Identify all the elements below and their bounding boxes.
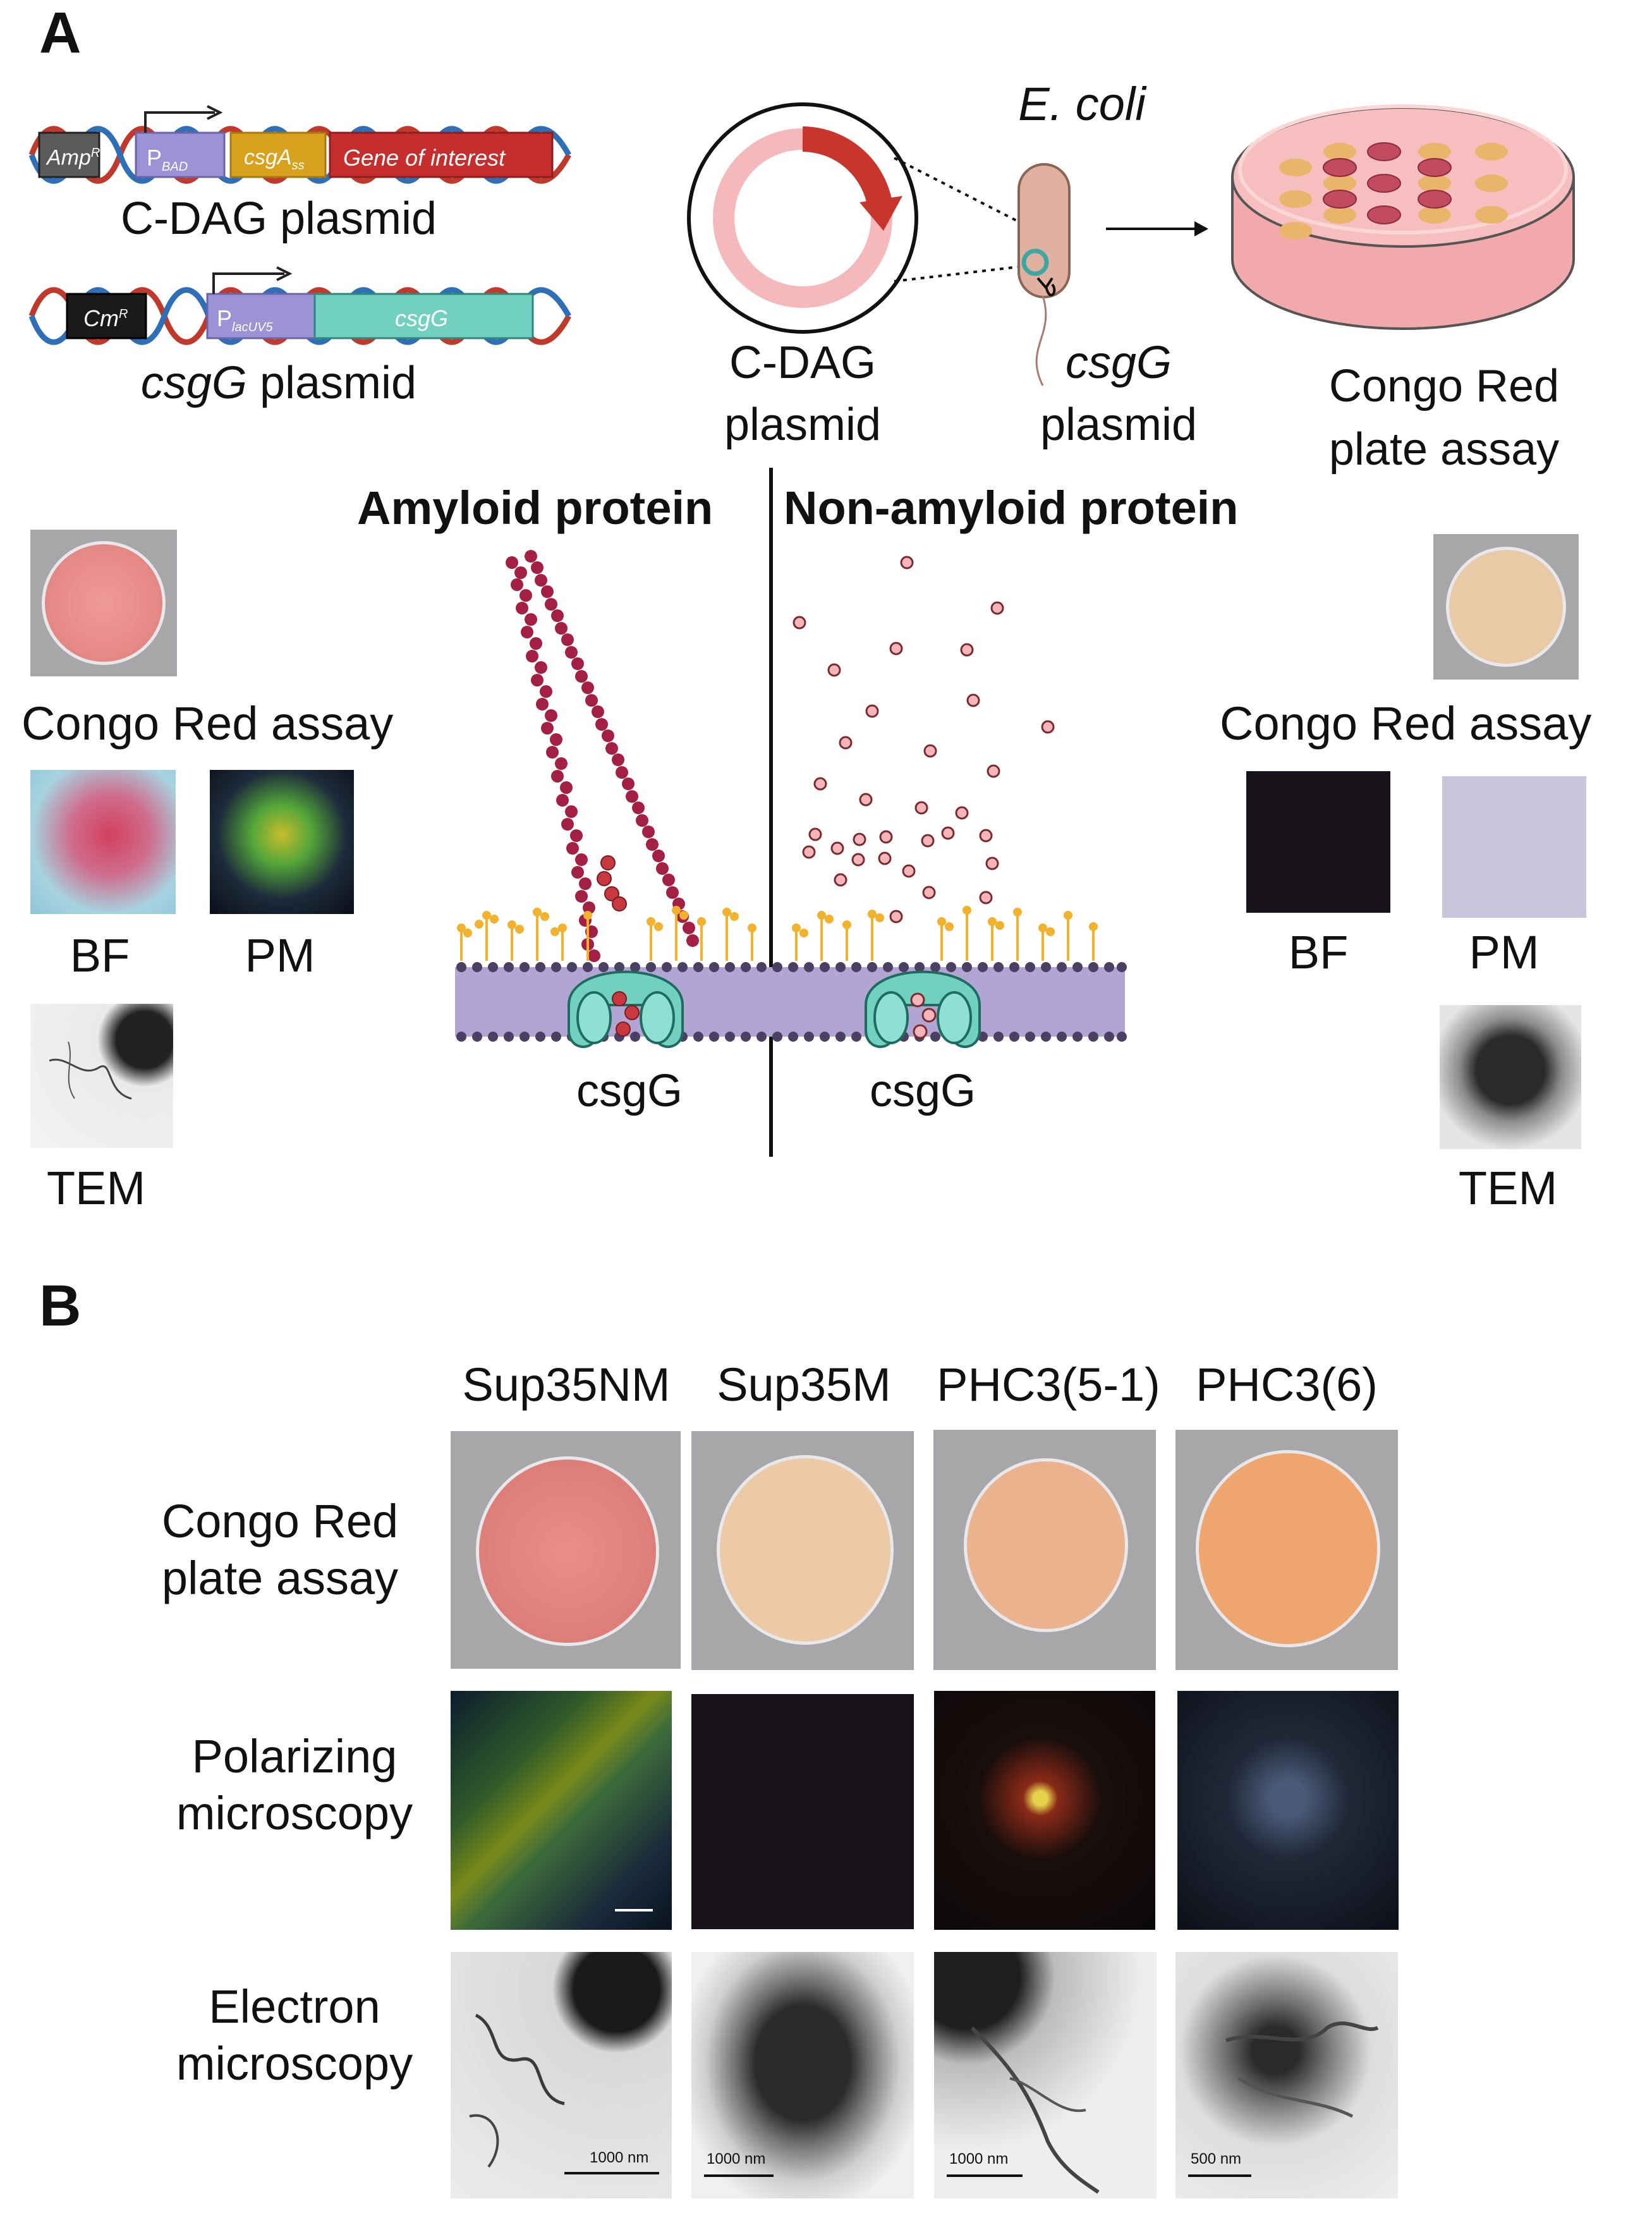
plasmid-arrow-icon	[802, 126, 893, 210]
em-scale-phc3-5-1: 1000 nm	[949, 2150, 1009, 2167]
amp-label: AmpR	[47, 145, 100, 170]
left-pm-image	[210, 770, 354, 914]
left-bf-label: BF	[70, 929, 130, 982]
amyloid-title: Amyloid protein	[357, 482, 714, 534]
col-header-sup35nm: Sup35NM	[462, 1358, 671, 1411]
em-scale-sup35nm: 1000 nm	[590, 2149, 649, 2166]
csga-signal-box	[229, 131, 327, 178]
placuv5-label: PlacUV5	[217, 305, 273, 335]
em-sup35nm-image: 1000 nm	[451, 1952, 672, 2198]
circle-label-line1: C-DAG	[729, 338, 876, 388]
left-congo-red-image	[30, 530, 177, 676]
panel-b-letter: B	[39, 1274, 82, 1338]
pbad-label: PBAD	[147, 145, 188, 174]
right-bf-image	[1246, 771, 1390, 913]
cr-plate-phc3-5-1-image	[933, 1430, 1156, 1670]
right-tem-image	[1440, 1005, 1581, 1149]
cdag-plasmid-label: C-DAG plasmid	[120, 193, 437, 244]
dish-label-line1: Congo Red	[1328, 361, 1560, 412]
em-scale-phc3-6: 500 nm	[1191, 2150, 1242, 2167]
cell-label-line2: plasmid	[1040, 399, 1198, 450]
dish-label-line2: plate assay	[1328, 424, 1560, 475]
amyloid-fibers	[506, 550, 699, 962]
right-tem-label: TEM	[1458, 1162, 1558, 1214]
csgg-plasmid-label: csgG plasmid	[140, 358, 417, 408]
row-label-pm-line1: Polarizing	[191, 1730, 398, 1783]
col-header-sup35m: Sup35M	[717, 1358, 891, 1411]
cr-plate-phc3-6-image	[1175, 1430, 1398, 1670]
row-label-congo-line2: plate assay	[161, 1552, 399, 1604]
pbad-promoter-box	[135, 131, 226, 178]
soluble-particles	[793, 556, 1055, 924]
left-tem-label: TEM	[46, 1162, 146, 1214]
ecoli-cell-icon	[1017, 163, 1071, 298]
cell-and-dish-diagram	[687, 102, 1575, 386]
pbad-arrow-icon	[144, 111, 215, 133]
col-header-phc3-5-1: PHC3(5-1)	[937, 1358, 1160, 1411]
circle-label-line2: plasmid	[724, 399, 882, 450]
row-label-em-line1: Electron	[209, 1980, 380, 2033]
row-label-pm-line2: microscopy	[176, 1787, 413, 1839]
col-header-phc3-6: PHC3(6)	[1196, 1358, 1378, 1411]
left-bf-image	[30, 770, 176, 914]
csgg-plasmid-small-icon	[1021, 248, 1049, 276]
right-congo-red-image	[1433, 534, 1579, 680]
ecoli-label: E. coli	[1018, 78, 1146, 130]
lipid-bilayer	[455, 962, 1127, 1042]
pore-left-label: csgG	[576, 1066, 683, 1116]
left-tem-image	[30, 1004, 173, 1148]
panel-a-letter: A	[39, 1, 82, 65]
row-label-em-line2: microscopy	[176, 2037, 413, 2090]
lipid-glycans	[457, 906, 1098, 961]
amp-gene-box	[38, 131, 100, 178]
csgg-pore-left-icon	[568, 970, 684, 1048]
placuv5-promoter-box	[206, 293, 316, 339]
cm-label: CmR	[83, 305, 128, 331]
em-phc3-5-1-image: 1000 nm	[934, 1952, 1157, 2198]
pm-sup35nm-image	[451, 1691, 672, 1930]
left-congo-red-label: Congo Red assay	[21, 697, 394, 750]
row-label-congo-line1: Congo Red	[161, 1495, 399, 1547]
gene-of-interest-box	[329, 131, 554, 178]
cr-plate-sup35m-image	[691, 1431, 914, 1670]
cell-label-line1: csgG	[1065, 338, 1172, 388]
right-pm-image	[1442, 776, 1586, 918]
right-pm-label: PM	[1469, 926, 1540, 978]
csgg-box-label: csgG	[395, 305, 449, 331]
petri-dish-icon	[1231, 104, 1575, 330]
left-pm-label: PM	[245, 929, 315, 982]
pm-sup35m-image	[691, 1694, 914, 1929]
nonamyloid-title: Non-amyloid protein	[784, 482, 1239, 534]
pm-phc3-6-image	[1177, 1691, 1399, 1930]
cm-gene-box	[66, 293, 147, 339]
plasmid-constructs-diagram	[28, 105, 571, 345]
em-sup35m-image: 1000 nm	[691, 1952, 914, 2198]
pore-right-label: csgG	[869, 1066, 976, 1116]
membrane-scheme	[455, 468, 1127, 1157]
csga-label: csgAss	[244, 145, 305, 173]
csgg-pore-right-icon	[865, 970, 981, 1048]
goi-label: Gene of interest	[343, 145, 506, 171]
csgg-gene-box	[313, 293, 534, 339]
right-congo-red-label: Congo Red assay	[1220, 697, 1592, 750]
cr-plate-sup35nm-image	[451, 1431, 681, 1669]
right-bf-label: BF	[1288, 926, 1349, 978]
placuv5-arrow-icon	[212, 272, 284, 294]
pm-phc3-5-1-image	[934, 1691, 1155, 1930]
em-phc3-6-image: 500 nm	[1175, 1952, 1398, 2198]
em-scale-sup35m: 1000 nm	[707, 2150, 766, 2167]
